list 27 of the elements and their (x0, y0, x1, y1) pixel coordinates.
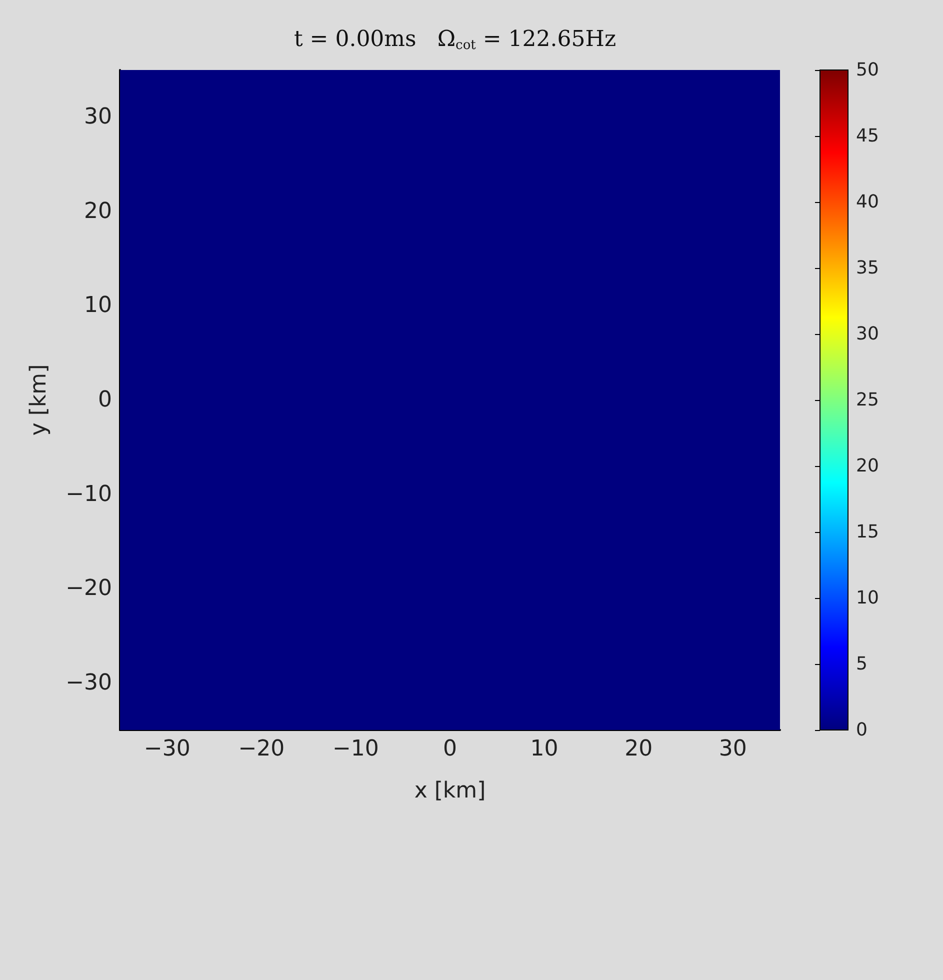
color-bar-label: 50 (856, 60, 879, 80)
x-tick-label: −10 (332, 736, 379, 762)
x-tick-label: 30 (718, 736, 747, 762)
x-tick-label: −30 (144, 736, 190, 762)
x-tick-label: −20 (238, 736, 285, 762)
y-tick-label: 10 (84, 293, 112, 318)
color-bar-label: 10 (856, 588, 879, 608)
y-tick-label: 20 (84, 198, 112, 224)
color-bar-label: 15 (856, 522, 879, 542)
y-tick-label: −10 (66, 482, 112, 507)
color-bar-label: 20 (856, 456, 879, 476)
x-tick-label: 10 (530, 736, 558, 762)
x-tick-label: 20 (624, 736, 653, 762)
color-bar-label: 40 (856, 192, 879, 212)
y-tick-label: 30 (84, 104, 112, 130)
y-axis-title: y [km] (26, 364, 52, 436)
x-tick-label: 0 (443, 736, 457, 762)
color-bar-label: 45 (856, 126, 879, 146)
color-bar-label: 30 (856, 324, 879, 344)
y-tick-label: −30 (66, 670, 112, 696)
color-bar-label: 5 (856, 654, 868, 674)
y-tick-label: −20 (66, 576, 112, 602)
color-bar-label: 35 (856, 258, 879, 278)
color-bar-label: 25 (856, 390, 879, 410)
y-tick-label: 0 (98, 388, 112, 412)
x-axis-title: x [km] (414, 778, 486, 804)
color-bar-label: 0 (856, 720, 868, 740)
